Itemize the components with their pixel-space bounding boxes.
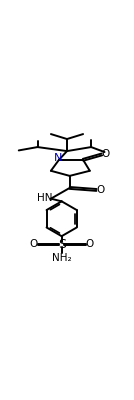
Text: HN: HN — [37, 193, 52, 203]
Text: O: O — [29, 240, 38, 250]
Text: O: O — [96, 185, 104, 195]
Text: O: O — [102, 149, 110, 159]
Text: NH₂: NH₂ — [52, 253, 71, 263]
Text: O: O — [86, 240, 94, 250]
Text: S: S — [58, 238, 66, 251]
Text: N: N — [54, 153, 62, 163]
